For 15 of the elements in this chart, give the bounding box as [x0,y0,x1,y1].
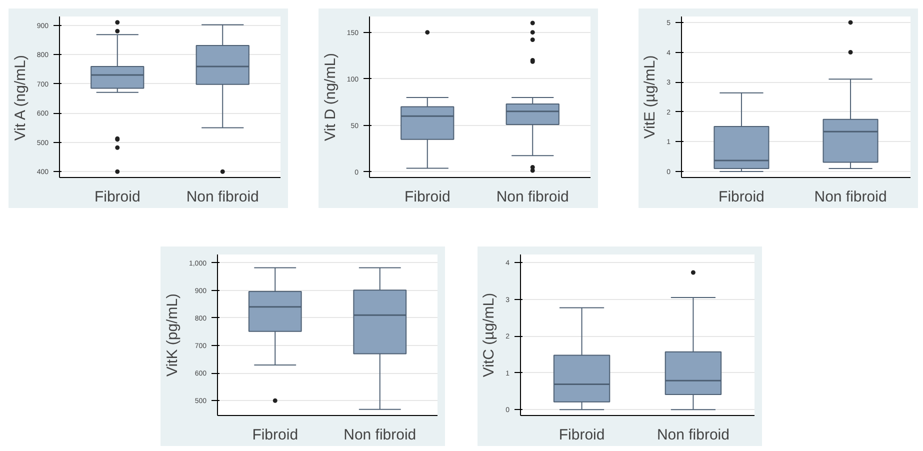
x-tick-label: Non fibroid [186,188,259,206]
x-tick-label: Non fibroid [814,188,887,206]
x-tick-label: Fibroid [252,426,298,444]
y-axis-title: VitK (pg/mL) [164,293,181,377]
x-tick-label: Fibroid [558,426,605,444]
x-tick-label: Fibroid [94,188,140,206]
x-tick-label: Fibroid [718,188,764,206]
y-axis-title: VitC (µg/mL) [480,292,498,378]
y-axis-title: Vit A (ng/mL) [12,55,29,141]
x-tick-label: Fibroid [404,188,450,206]
x-tick-label: Non fibroid [496,188,569,206]
y-axis-title: VitE (µg/mL) [642,55,659,139]
x-tick-label: Non fibroid [344,426,416,444]
x-tick-label: Non fibroid [656,426,730,444]
y-axis-title: Vit D (ng/mL) [322,52,339,142]
